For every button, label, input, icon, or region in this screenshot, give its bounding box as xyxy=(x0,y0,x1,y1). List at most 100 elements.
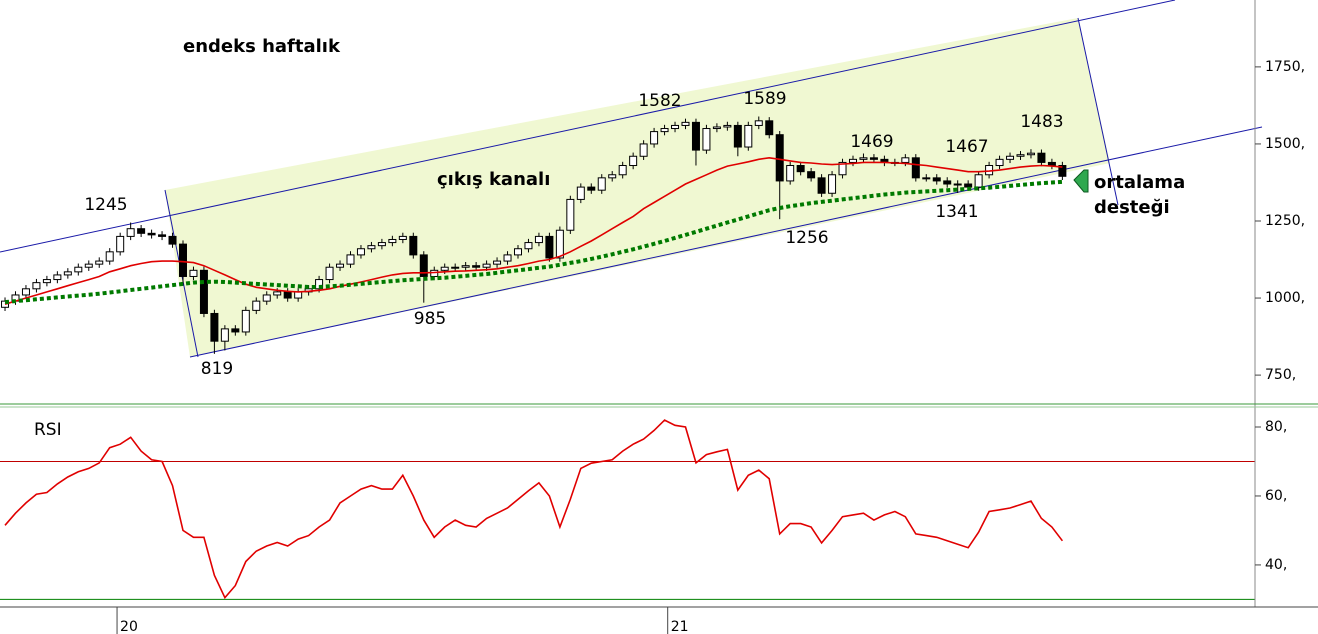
candle-body xyxy=(137,228,146,234)
candle-body xyxy=(911,157,920,179)
candle-body xyxy=(210,312,219,342)
candle-body xyxy=(74,266,83,273)
candle-body xyxy=(430,269,439,277)
price-label: 985 xyxy=(414,309,446,329)
candle-body xyxy=(702,128,711,151)
candle-body xyxy=(681,121,690,126)
candle-body xyxy=(587,186,596,191)
candle-body xyxy=(336,263,345,268)
candle-body xyxy=(95,260,104,265)
candle-body xyxy=(220,328,229,342)
x-tick-label: 20 xyxy=(120,619,138,634)
candle-body xyxy=(660,128,669,133)
candle-body xyxy=(105,251,114,262)
channel-fill xyxy=(165,18,1110,357)
candle-body xyxy=(848,158,857,163)
candle-body xyxy=(545,235,554,259)
channel-lower xyxy=(189,126,1263,358)
price-label: 1467 xyxy=(945,137,988,157)
y-tick-label: 1000, xyxy=(1265,290,1305,306)
candle-body xyxy=(294,291,303,299)
annotation: çıkış kanalı xyxy=(437,169,550,190)
price-panel xyxy=(1,116,1067,354)
candle-body xyxy=(440,266,449,271)
candle-body xyxy=(1006,155,1015,160)
candle-body xyxy=(576,186,585,200)
candle-body xyxy=(42,279,51,284)
candle-body xyxy=(63,271,72,276)
candle-body xyxy=(901,157,910,163)
candle-body xyxy=(461,265,470,268)
rsi-line xyxy=(4,419,1064,600)
candle-body xyxy=(1037,152,1046,163)
candle-body xyxy=(838,161,847,176)
price-label: 1469 xyxy=(850,132,893,152)
candle-body xyxy=(566,198,575,231)
candle-body xyxy=(241,309,250,333)
candle-body xyxy=(555,229,564,259)
candle-body xyxy=(21,288,30,296)
candle-body xyxy=(869,157,878,160)
price-label: 1245 xyxy=(84,195,127,215)
candle-body xyxy=(974,174,983,188)
candle-body xyxy=(817,177,826,194)
candle-body xyxy=(32,282,41,290)
candle-body xyxy=(53,274,62,281)
candle-body xyxy=(608,174,617,179)
moving-average xyxy=(4,156,1063,305)
candle-body xyxy=(943,180,952,185)
candle-body xyxy=(262,294,271,302)
candle-body xyxy=(639,143,648,157)
channel-upper xyxy=(0,0,1176,253)
channel-right xyxy=(1077,17,1119,206)
y-tick-label: 40, xyxy=(1265,557,1287,573)
candle-body xyxy=(283,291,292,299)
candle-body xyxy=(828,174,837,194)
candle-body xyxy=(964,183,973,188)
candle-body xyxy=(723,124,732,128)
candle-body xyxy=(388,238,397,244)
candle-body xyxy=(995,158,1004,167)
candle-body xyxy=(472,265,481,268)
candle-body xyxy=(618,165,627,176)
y-tick-label: 80, xyxy=(1265,419,1287,435)
candle-body xyxy=(932,177,941,182)
candle-body xyxy=(712,126,721,130)
candle-body xyxy=(534,235,543,244)
moving-average xyxy=(4,179,1063,305)
price-label: 1582 xyxy=(638,91,681,111)
rsi-panel xyxy=(0,419,1255,600)
candle-body xyxy=(744,124,753,148)
candle-body xyxy=(1026,152,1035,156)
candle-body xyxy=(273,291,282,296)
candle-body xyxy=(346,254,355,265)
price-label: 1483 xyxy=(1020,112,1063,132)
candle-body xyxy=(482,263,491,268)
candle-body xyxy=(629,155,638,167)
panel-title: RSI xyxy=(34,420,62,440)
candle-body xyxy=(775,134,784,182)
candle-body xyxy=(513,248,522,256)
y-tick-label: 60, xyxy=(1265,488,1287,504)
candle-body xyxy=(377,242,386,247)
candle-body xyxy=(147,232,156,236)
candle-body xyxy=(231,328,240,333)
candle-body xyxy=(503,254,512,262)
candle-body xyxy=(199,269,208,314)
y-tick-label: 750, xyxy=(1265,367,1296,383)
candle-body xyxy=(796,165,805,173)
candle-body xyxy=(398,235,407,240)
candle-body xyxy=(325,266,334,281)
candle-body xyxy=(953,183,962,186)
candle-body xyxy=(189,269,198,277)
price-label: 1589 xyxy=(743,89,786,109)
candle-body xyxy=(807,171,816,179)
candle-body xyxy=(1047,161,1056,167)
candle-body xyxy=(116,235,125,253)
candle-body xyxy=(84,263,93,268)
y-tick-label: 1250, xyxy=(1265,213,1305,229)
candle-body xyxy=(1058,165,1067,177)
candle-body xyxy=(733,124,742,148)
candle-body xyxy=(168,235,177,245)
